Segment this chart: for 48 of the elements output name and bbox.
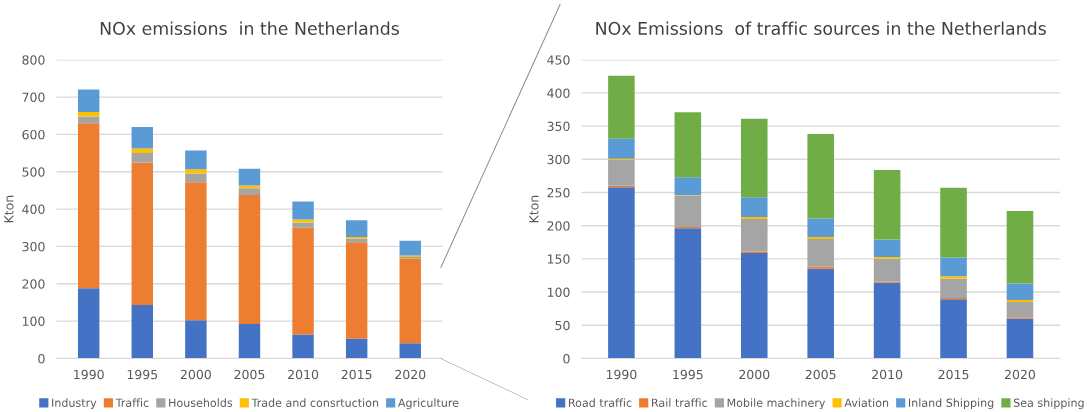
x-tick-label: 1995: [127, 369, 158, 380]
x-tick-label: 2010: [872, 369, 903, 380]
x-tick-label: 2015: [938, 369, 969, 380]
legend-label: Rail traffic: [652, 398, 708, 407]
y-tick-label: 0: [38, 353, 45, 364]
x-tick-label: 1995: [673, 369, 703, 380]
y-tick-label: 0: [563, 353, 570, 364]
legend-label: Trade and consrtuction: [251, 398, 379, 407]
chart-title: NOx Emissions of traffic sources in the Netherlands: [596, 21, 1046, 35]
y-tick-label: 250: [547, 187, 570, 198]
legend-label: Agriculture: [397, 398, 459, 410]
legend-label: Sea shipping: [1013, 398, 1084, 410]
y-tick-label: 700: [22, 92, 45, 102]
y-tick-label: 100: [22, 316, 45, 327]
y-tick-label: 500: [22, 167, 45, 177]
y-tick-label: 100: [547, 287, 570, 297]
x-tick-label: 2010: [288, 369, 319, 380]
y-tick-label: 400: [547, 88, 570, 98]
y-tick-label: 150: [547, 254, 570, 264]
x-tick-label: 2005: [234, 369, 265, 380]
y-tick-label: 300: [547, 154, 570, 165]
y-tick-label: 400: [22, 204, 45, 215]
x-tick-label: 2015: [341, 369, 372, 380]
x-tick-label: 1990: [74, 369, 104, 380]
y-tick-label: 50: [555, 320, 570, 331]
legend-label: Road traffic: [568, 398, 632, 407]
y-tick-label: 450: [547, 55, 570, 65]
legend-label: Mobile machinery: [727, 398, 826, 410]
legend-label: Inland Shipping: [909, 398, 994, 410]
x-tick-label: 2020: [395, 369, 426, 380]
legend-label: Households: [169, 398, 233, 407]
y-tick-label: 300: [22, 241, 45, 252]
x-tick-label: 2000: [180, 369, 211, 380]
y-tick-label: 600: [22, 129, 45, 140]
chart-title: NOx emissions in the Netherlands: [100, 21, 399, 35]
y-tick-label: 350: [547, 121, 570, 132]
y-tick-label: 200: [22, 279, 45, 289]
legend-label: Industry: [52, 398, 97, 410]
legend-label: Aviation: [844, 398, 889, 407]
y-tick-label: 200: [547, 221, 570, 231]
x-tick-label: 2000: [739, 369, 770, 380]
y-axis-title: Kton: [4, 195, 14, 223]
y-tick-label: 800: [22, 55, 45, 65]
y-axis-title: Kton: [529, 195, 539, 223]
x-tick-label: 2005: [805, 369, 836, 380]
legend-label: Traffic: [115, 398, 149, 407]
x-tick-label: 1990: [606, 369, 637, 380]
x-tick-label: 2020: [1004, 369, 1036, 380]
